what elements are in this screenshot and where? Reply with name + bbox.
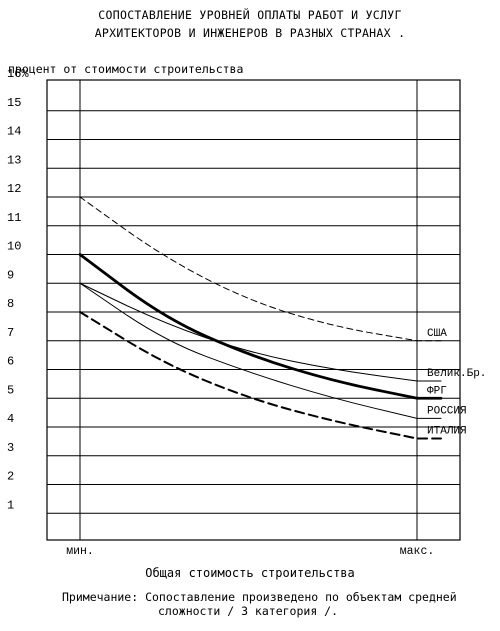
series-line-1 xyxy=(79,282,442,382)
y-tick-label-2: 2 xyxy=(7,470,14,484)
y-axis-label: процент от стоимости строительства xyxy=(8,62,244,76)
y-tick-label-14: 14 xyxy=(7,125,21,139)
x-axis-label: Общая стоимость строительства xyxy=(145,566,355,580)
chart-title-line-2: АРХИТЕКТОРОВ И ИНЖЕНЕРОВ В РАЗНЫХ СТРАНА… xyxy=(94,26,406,40)
series-label-2: ФРГ xyxy=(427,385,447,397)
footnote-line-2: сложности / 3 категория /. xyxy=(158,604,339,618)
y-tick-label-6: 6 xyxy=(7,355,14,369)
series-label-3: РОССИЯ xyxy=(427,405,467,417)
y-tick-label-11: 11 xyxy=(7,211,21,225)
y-tick-label-13: 13 xyxy=(7,153,21,167)
series-line-4 xyxy=(79,311,442,440)
y-tick-label-9: 9 xyxy=(7,268,14,282)
series-line-0 xyxy=(79,196,442,342)
x-tick-label-min: мин. xyxy=(66,545,94,558)
y-tick-label-4: 4 xyxy=(7,412,14,426)
y-tick-label-15: 15 xyxy=(7,96,21,110)
plot-frame xyxy=(46,79,461,541)
y-tick-label-16: 16% xyxy=(7,67,29,81)
y-tick-label-8: 8 xyxy=(7,297,14,311)
series-label-1: Велик.Бр. xyxy=(427,368,486,380)
series-label-0: США xyxy=(427,328,447,340)
chart-title-line-1: СОПОСТАВЛЕНИЕ УРОВНЕЙ ОПЛАТЫ РАБОТ И УСЛ… xyxy=(98,8,402,22)
y-tick-label-7: 7 xyxy=(7,326,14,340)
y-tick-label-5: 5 xyxy=(7,383,14,397)
y-tick-label-3: 3 xyxy=(7,441,14,455)
y-tick-label-1: 1 xyxy=(7,498,14,512)
series-label-4: ИТАЛИЯ xyxy=(427,426,467,438)
footnote: Примечание: Сопоставление произведено по… xyxy=(62,590,492,618)
footnote-line-1: Примечание: Сопоставление произведено по… xyxy=(62,590,457,604)
series-line-2 xyxy=(78,253,443,400)
y-tick-label-10: 10 xyxy=(7,240,21,254)
x-tick-label-max: макс. xyxy=(400,545,435,558)
series-line-3 xyxy=(79,282,442,419)
y-tick-label-12: 12 xyxy=(7,182,21,196)
